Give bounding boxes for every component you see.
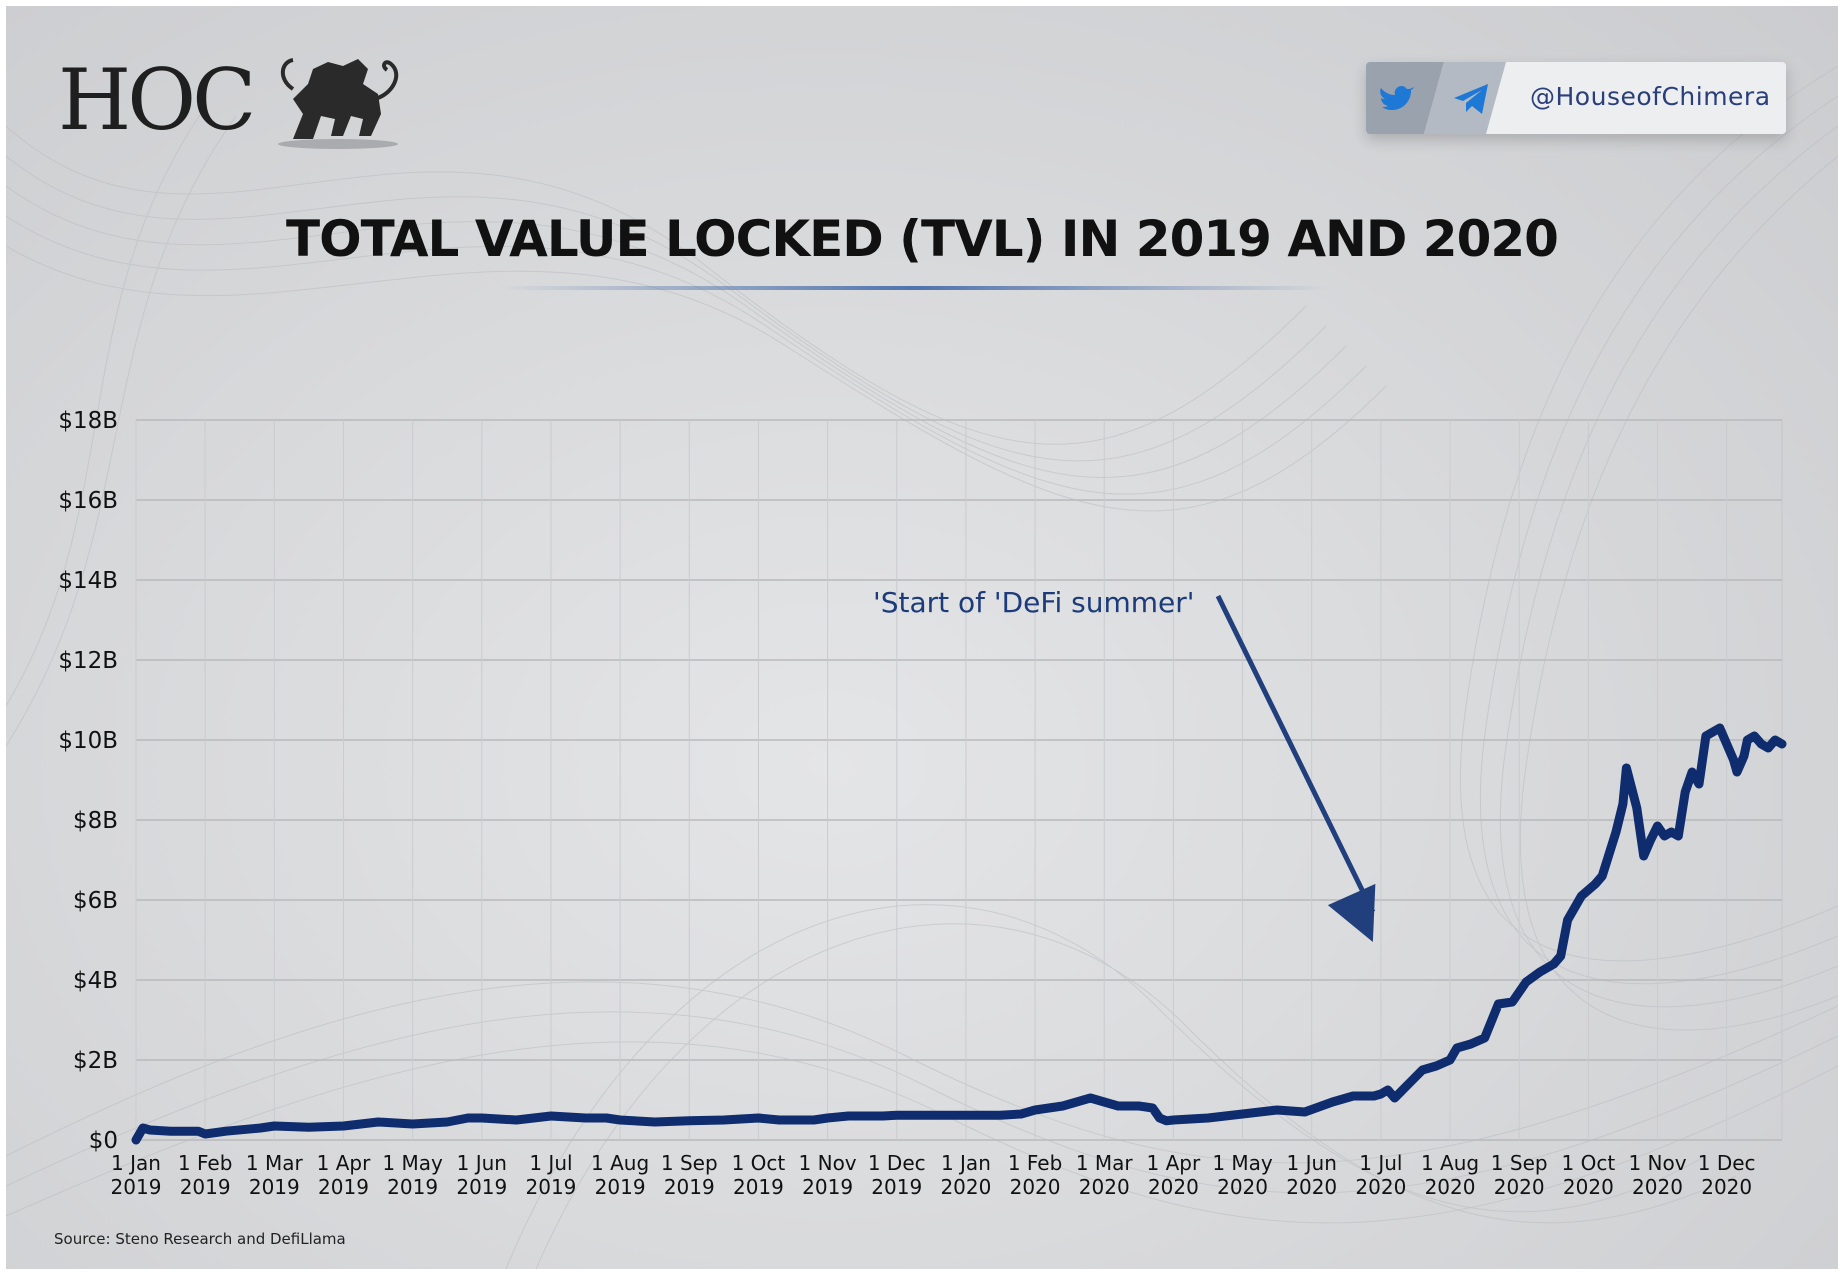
chart-gridlines: [135, 419, 1783, 1141]
logo-wordmark: HOC: [58, 51, 256, 149]
x-tick-label: 1 Oct 2019: [732, 1151, 786, 1199]
x-tick-label: 1 Oct 2020: [1562, 1151, 1616, 1199]
y-tick-label: $6B: [73, 888, 118, 914]
y-tick-label: $2B: [73, 1048, 118, 1074]
x-tick-label: 1 Aug 2020: [1421, 1151, 1479, 1199]
x-tick-label: 1 Sep 2020: [1491, 1151, 1548, 1199]
x-tick-label: 1 Jul 2019: [526, 1151, 577, 1199]
x-tick-label: 1 Jun 2019: [456, 1151, 507, 1199]
x-tick-label: 1 Jan 2019: [111, 1151, 162, 1199]
y-tick-label: $14B: [58, 568, 118, 594]
y-tick-label: $10B: [58, 728, 118, 754]
chart-title: TOTAL VALUE LOCKED (TVL) IN 2019 AND 202…: [286, 210, 1559, 268]
hoc-logo: HOC: [58, 44, 418, 154]
y-tick-label: $4B: [73, 968, 118, 994]
x-tick-label: 1 Apr 2019: [317, 1151, 371, 1199]
x-tick-label: 1 May 2019: [382, 1151, 443, 1199]
y-tick-label: $12B: [58, 648, 118, 674]
source-note: Source: Steno Research and DefiLlama: [54, 1230, 346, 1248]
x-tick-label: 1 Mar 2019: [246, 1151, 304, 1199]
background-wave-pattern: [6, 65, 1838, 1269]
x-tick-label: 1 Jan 2020: [940, 1151, 991, 1199]
annotation-text: 'Start of 'DeFi summer': [873, 586, 1194, 619]
y-tick-label: $0: [89, 1128, 118, 1154]
social-handle-text[interactable]: @HouseofChimera: [1530, 82, 1771, 111]
x-tick-label: 1 Sep 2019: [661, 1151, 718, 1199]
y-axis-ticks: $0 $2B $4B $6B $8B $10B $12B $14B $16B $18B: [58, 408, 118, 1154]
annotation-group: 'Start of 'DeFi summer': [873, 586, 1376, 942]
x-tick-label: 1 May 2020: [1212, 1151, 1273, 1199]
x-tick-label: 1 Jul 2020: [1355, 1151, 1406, 1199]
telegram-icon[interactable]: [1454, 84, 1488, 114]
y-tick-label: $16B: [58, 488, 118, 514]
annotation-arrow-head: [1327, 883, 1376, 942]
x-tick-label: 1 Dec 2020: [1698, 1151, 1756, 1199]
x-tick-label: 1 Jun 2020: [1286, 1151, 1337, 1199]
x-tick-label: 1 Aug 2019: [591, 1151, 649, 1199]
annotation-arrow-shaft: [1215, 594, 1376, 914]
x-tick-label: 1 Apr 2020: [1147, 1151, 1201, 1199]
infographic-frame: HOC @HouseofChimera Source: Steno Resear…: [6, 6, 1838, 1269]
x-tick-label: 1 Dec 2019: [868, 1151, 926, 1199]
y-tick-label: $8B: [73, 808, 118, 834]
social-icons-panel: [1366, 62, 1506, 134]
x-tick-label: 1 Feb 2019: [178, 1151, 233, 1199]
x-tick-label: 1 Nov 2019: [799, 1151, 857, 1199]
lion-emblem-icon: [278, 58, 399, 149]
y-tick-label: $18B: [58, 408, 118, 434]
social-handle-badge[interactable]: @HouseofChimera: [1366, 62, 1786, 134]
x-tick-label: 1 Mar 2020: [1076, 1151, 1134, 1199]
x-tick-label: 1 Nov 2020: [1628, 1151, 1686, 1199]
x-tick-label: 1 Feb 2020: [1008, 1151, 1063, 1199]
tvl-line: [131, 723, 1787, 1145]
chart-series: [131, 723, 1787, 1145]
title-underline: [500, 286, 1330, 290]
twitter-icon[interactable]: [1380, 85, 1414, 110]
plot-area-border: [135, 419, 1783, 1141]
